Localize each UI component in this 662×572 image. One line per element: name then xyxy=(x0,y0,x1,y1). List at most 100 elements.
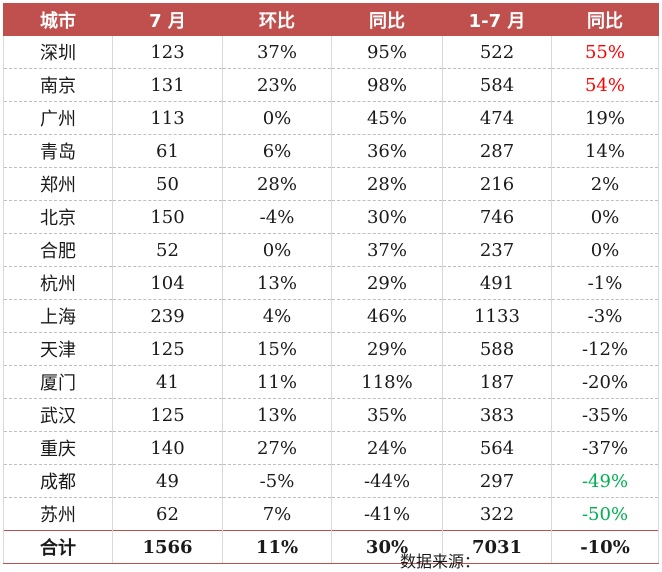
july-cell: 104 xyxy=(112,266,223,300)
header-row: 城市 7 月 环比 同比 1-7 月 同比 xyxy=(3,3,659,36)
ytd-yoy-cell: 19% xyxy=(551,101,659,135)
total-row: 合计 1566 11% 30% 7031 -10% xyxy=(3,530,659,564)
ytd-cell: 564 xyxy=(442,431,552,465)
total-ytd-yoy: -10% xyxy=(551,530,659,564)
total-label: 合计 xyxy=(3,530,113,564)
ytd-cell: 287 xyxy=(442,134,552,168)
table-row: 郑州 50 28% 28% 216 2% xyxy=(3,167,659,201)
total-july: 1566 xyxy=(112,530,223,564)
mom-cell: 37% xyxy=(222,35,332,69)
city-cell: 广州 xyxy=(3,101,113,135)
header-ytd-yoy: 同比 xyxy=(551,3,659,36)
july-cell: 125 xyxy=(112,332,223,366)
ytd-cell: 746 xyxy=(442,200,552,234)
yoy-cell: -44% xyxy=(331,464,443,498)
mom-cell: 7% xyxy=(222,497,332,531)
ytd-yoy-cell: -50% xyxy=(551,497,659,531)
table-row: 上海 239 4% 46% 1133 -3% xyxy=(3,299,659,333)
table-row: 重庆 140 27% 24% 564 -37% xyxy=(3,431,659,465)
city-cell: 重庆 xyxy=(3,431,113,465)
ytd-cell: 588 xyxy=(442,332,552,366)
ytd-yoy-cell: -35% xyxy=(551,398,659,432)
yoy-cell: 35% xyxy=(331,398,443,432)
city-cell: 杭州 xyxy=(3,266,113,300)
mom-cell: 23% xyxy=(222,68,332,102)
ytd-cell: 187 xyxy=(442,365,552,399)
july-cell: 41 xyxy=(112,365,223,399)
table-row: 厦门 41 11% 118% 187 -20% xyxy=(3,365,659,399)
source-note: 数据来源： xyxy=(400,552,481,571)
ytd-cell: 297 xyxy=(442,464,552,498)
city-cell: 深圳 xyxy=(3,35,113,69)
table-row: 天津 125 15% 29% 588 -12% xyxy=(3,332,659,366)
ytd-yoy-cell: 55% xyxy=(551,35,659,69)
mom-cell: -4% xyxy=(222,200,332,234)
july-cell: 49 xyxy=(112,464,223,498)
ytd-yoy-cell: 54% xyxy=(551,68,659,102)
ytd-cell: 237 xyxy=(442,233,552,267)
yoy-cell: 30% xyxy=(331,200,443,234)
july-cell: 150 xyxy=(112,200,223,234)
ytd-cell: 584 xyxy=(442,68,552,102)
mom-cell: 4% xyxy=(222,299,332,333)
yoy-cell: 29% xyxy=(331,332,443,366)
mom-cell: 11% xyxy=(222,365,332,399)
mom-cell: 13% xyxy=(222,266,332,300)
ytd-cell: 474 xyxy=(442,101,552,135)
yoy-cell: 118% xyxy=(331,365,443,399)
table-row: 合肥 52 0% 37% 237 0% xyxy=(3,233,659,267)
ytd-yoy-cell: 0% xyxy=(551,200,659,234)
ytd-yoy-cell: 0% xyxy=(551,233,659,267)
ytd-cell: 522 xyxy=(442,35,552,69)
ytd-yoy-cell: 2% xyxy=(551,167,659,201)
table-row: 深圳 123 37% 95% 522 55% xyxy=(3,35,659,69)
july-cell: 123 xyxy=(112,35,223,69)
mom-cell: -5% xyxy=(222,464,332,498)
ytd-yoy-cell: -49% xyxy=(551,464,659,498)
july-cell: 52 xyxy=(112,233,223,267)
table-row: 南京 131 23% 98% 584 54% xyxy=(3,68,659,102)
city-cell: 南京 xyxy=(3,68,113,102)
city-cell: 青岛 xyxy=(3,134,113,168)
mom-cell: 27% xyxy=(222,431,332,465)
july-cell: 140 xyxy=(112,431,223,465)
ytd-cell: 216 xyxy=(442,167,552,201)
city-stats-table: 城市 7 月 环比 同比 1-7 月 同比 深圳 123 37% 95% 522 55% 南… xyxy=(3,3,659,564)
ytd-yoy-cell: -1% xyxy=(551,266,659,300)
table-row: 广州 113 0% 45% 474 19% xyxy=(3,101,659,135)
ytd-cell: 383 xyxy=(442,398,552,432)
july-cell: 62 xyxy=(112,497,223,531)
city-cell: 成都 xyxy=(3,464,113,498)
mom-cell: 15% xyxy=(222,332,332,366)
mom-cell: 0% xyxy=(222,233,332,267)
header-yoy: 同比 xyxy=(331,3,443,36)
city-cell: 郑州 xyxy=(3,167,113,201)
yoy-cell: 24% xyxy=(331,431,443,465)
yoy-cell: 37% xyxy=(331,233,443,267)
total-mom: 11% xyxy=(222,530,332,564)
table-row: 青岛 61 6% 36% 287 14% xyxy=(3,134,659,168)
yoy-cell: 46% xyxy=(331,299,443,333)
table-header: 城市 7 月 环比 同比 1-7 月 同比 xyxy=(3,3,659,36)
mom-cell: 0% xyxy=(222,101,332,135)
table-row: 武汉 125 13% 35% 383 -35% xyxy=(3,398,659,432)
table-body: 深圳 123 37% 95% 522 55% 南京 131 23% 98% 584 54% 广州 113 0… xyxy=(3,35,659,531)
city-cell: 苏州 xyxy=(3,497,113,531)
city-cell: 天津 xyxy=(3,332,113,366)
yoy-cell: 95% xyxy=(331,35,443,69)
table-footer: 合计 1566 11% 30% 7031 -10% xyxy=(3,530,659,564)
city-cell: 厦门 xyxy=(3,365,113,399)
city-cell: 上海 xyxy=(3,299,113,333)
city-cell: 合肥 xyxy=(3,233,113,267)
ytd-yoy-cell: -3% xyxy=(551,299,659,333)
july-cell: 131 xyxy=(112,68,223,102)
mom-cell: 6% xyxy=(222,134,332,168)
yoy-cell: 45% xyxy=(331,101,443,135)
ytd-yoy-cell: -37% xyxy=(551,431,659,465)
ytd-yoy-cell: 14% xyxy=(551,134,659,168)
header-ytd: 1-7 月 xyxy=(442,3,552,36)
header-july: 7 月 xyxy=(112,3,223,36)
july-cell: 61 xyxy=(112,134,223,168)
july-cell: 125 xyxy=(112,398,223,432)
header-mom: 环比 xyxy=(222,3,332,36)
